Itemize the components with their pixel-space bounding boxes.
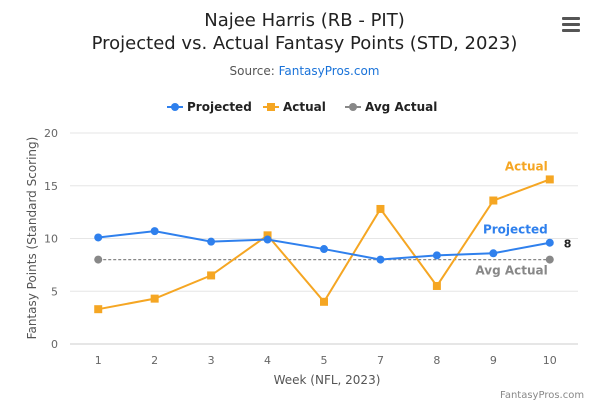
actual-point — [376, 204, 385, 213]
x-tick-label: 7 — [377, 354, 384, 367]
credit-text: FantasyPros.com — [500, 390, 585, 401]
legend-label: Projected — [187, 100, 252, 114]
chart-subtitle: Source: FantasyPros.com — [0, 64, 609, 78]
legend-label: Avg Actual — [365, 100, 437, 114]
y-tick-label: 0 — [51, 338, 58, 351]
x-tick-label: 3 — [208, 354, 215, 367]
projected-point — [432, 251, 441, 260]
y-tick-label: 20 — [44, 127, 58, 140]
source-link[interactable]: FantasyPros.com — [278, 64, 380, 78]
projected-point — [150, 227, 159, 236]
actual-point — [320, 297, 328, 306]
actual-line — [98, 178, 551, 311]
actual-point — [207, 271, 216, 280]
actual-point — [263, 231, 272, 240]
projected-point — [320, 245, 328, 254]
x-axis-label: Week (NFL, 2023) — [274, 373, 381, 387]
x-tick-label: 9 — [490, 354, 497, 367]
actual-point — [489, 196, 498, 205]
projected-point — [94, 233, 103, 242]
legend-marker — [171, 103, 179, 111]
legend-marker — [267, 103, 275, 111]
legend-label: Actual — [283, 100, 326, 114]
projected-point — [545, 238, 554, 247]
subtitle-prefix: Source: — [229, 64, 279, 78]
actual-annotation: Actual — [505, 159, 548, 173]
actual-point — [545, 175, 554, 184]
y-tick-label: 5 — [51, 285, 58, 298]
avg-actual-point — [94, 255, 103, 264]
projected-point — [263, 235, 272, 244]
x-tick-label: 2 — [151, 354, 158, 367]
legend-marker — [349, 103, 357, 111]
hamburger-menu-icon[interactable] — [562, 17, 580, 33]
avg-value-label: 8 — [564, 238, 572, 251]
y-tick-label: 15 — [44, 180, 58, 193]
avg-annotation: Avg Actual — [475, 264, 547, 278]
x-tick-label: 1 — [95, 354, 102, 367]
projected-point — [376, 255, 385, 264]
y-tick-label: 10 — [44, 233, 58, 246]
y-axis-label: Fantasy Points (Standard Scoring) — [25, 137, 39, 340]
actual-point — [94, 305, 103, 314]
actual-point — [432, 281, 441, 290]
x-tick-label: 4 — [264, 354, 271, 367]
projected-annotation: Projected — [483, 223, 548, 237]
x-tick-label: 8 — [433, 354, 440, 367]
actual-point — [150, 294, 159, 303]
chart-title-line2: Projected vs. Actual Fantasy Points (STD… — [91, 33, 518, 54]
chart-title-line1: Najee Harris (RB - PIT) — [204, 10, 405, 31]
projected-point — [207, 237, 216, 246]
avg-actual-point — [545, 255, 554, 264]
x-tick-label: 10 — [543, 354, 557, 367]
projected-point — [489, 249, 498, 258]
x-tick-label: 5 — [321, 354, 328, 367]
